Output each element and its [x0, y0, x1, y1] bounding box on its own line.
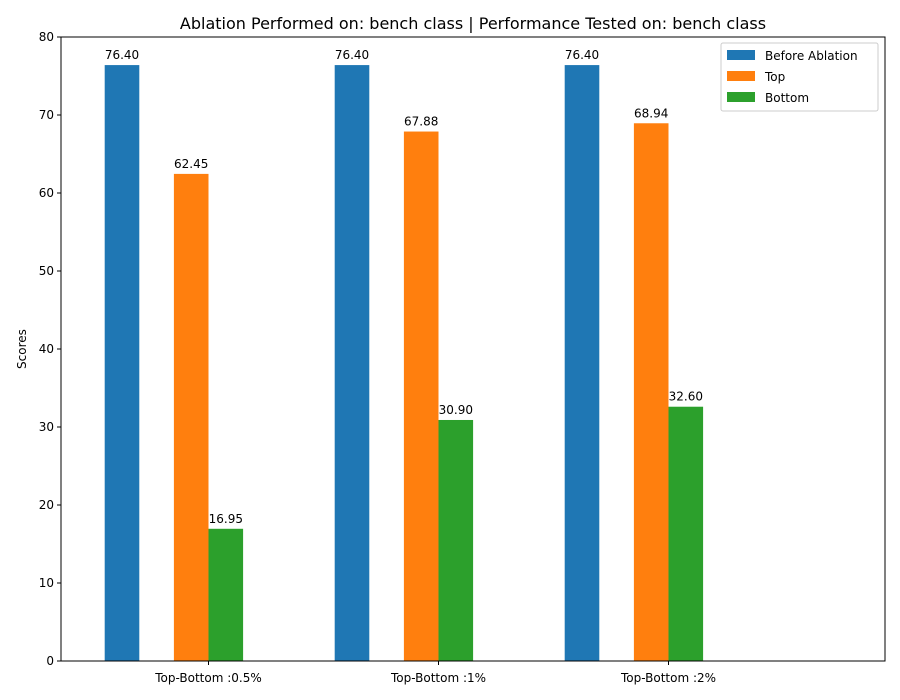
data-label: 76.40: [335, 48, 369, 62]
bar-bottom: [668, 406, 704, 661]
y-tick-label: 20: [39, 498, 54, 512]
legend-label: Bottom: [765, 91, 809, 105]
y-axis-label: Scores: [15, 329, 29, 369]
plot-area: 0 10 20 30 40 50 60 70 80 76.40 62.45 16.95 Top-Bott…: [39, 30, 716, 685]
data-label: 30.90: [439, 403, 473, 417]
y-tick-label: 30: [39, 420, 54, 434]
data-label: 68.94: [634, 106, 668, 120]
x-tick-label: Top-Bottom :2%: [620, 671, 716, 685]
legend-label: Top: [764, 70, 785, 84]
bar-before-ablation: [334, 65, 370, 661]
data-label: 67.88: [404, 115, 438, 129]
legend-swatch: [727, 92, 755, 102]
data-label: 76.40: [105, 48, 139, 62]
legend-swatch: [727, 71, 755, 81]
legend-box: [720, 42, 879, 112]
chart-title: Ablation Performed on: bench class | Per…: [180, 14, 766, 33]
legend-swatch: [727, 50, 755, 60]
legend-label: Before Ablation: [765, 49, 858, 63]
data-label: 32.60: [669, 390, 703, 404]
x-tick-label: Top-Bottom :0.5%: [154, 671, 262, 685]
bar-top: [403, 131, 439, 661]
bar-top: [633, 123, 669, 661]
y-tick-label: 0: [46, 654, 54, 668]
bar-top: [173, 173, 209, 661]
y-tick-label: 70: [39, 108, 54, 122]
y-tick-label: 40: [39, 342, 54, 356]
y-tick-label: 50: [39, 264, 54, 278]
bar-bottom: [438, 419, 474, 661]
plot-frame: [60, 36, 886, 662]
y-tick-label: 10: [39, 576, 54, 590]
data-label: 62.45: [174, 157, 208, 171]
legend: Before Ablation Top Bottom: [720, 42, 879, 112]
y-tick-label: 80: [39, 30, 54, 44]
data-label: 16.95: [209, 512, 243, 526]
y-tick-label: 60: [39, 186, 54, 200]
bar-before-ablation: [564, 65, 600, 661]
bar-before-ablation: [104, 65, 140, 661]
bar-bottom: [208, 528, 244, 661]
x-tick-label: Top-Bottom :1%: [390, 671, 486, 685]
data-label: 76.40: [565, 48, 599, 62]
